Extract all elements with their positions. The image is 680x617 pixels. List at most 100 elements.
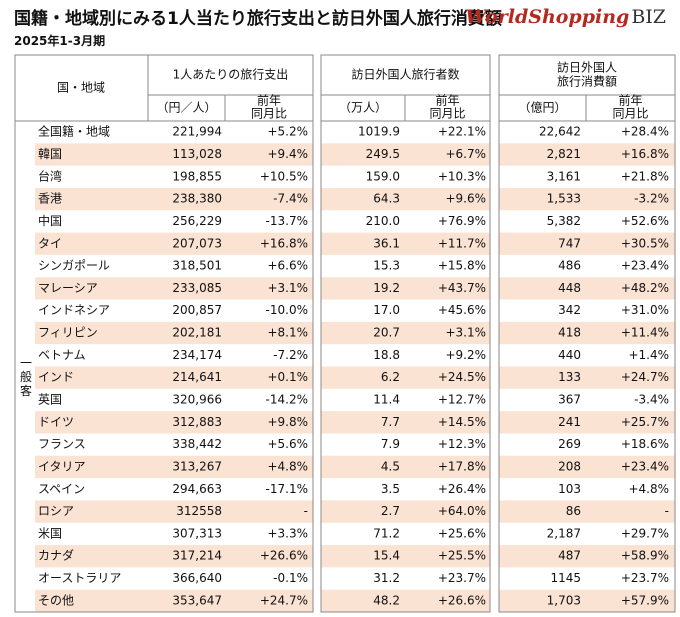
cell: - xyxy=(304,504,308,518)
row-bg xyxy=(35,187,313,211)
cell: 198,855 xyxy=(172,169,222,183)
cell: 486 xyxy=(558,259,581,273)
cell: 487 xyxy=(558,549,581,563)
row-bg xyxy=(321,143,490,166)
cell: 2,187 xyxy=(547,526,581,540)
cell: +16.8% xyxy=(260,236,308,250)
cell: 11.4 xyxy=(373,392,400,406)
region-name: 中国 xyxy=(38,213,62,228)
cell: 86 xyxy=(566,504,581,518)
cell: 6.2 xyxy=(381,370,400,384)
cell: +26.6% xyxy=(438,593,486,607)
cell: 36.1 xyxy=(373,236,400,250)
panel-border xyxy=(14,54,314,613)
row-bg xyxy=(499,187,675,211)
region-name: タイ xyxy=(38,236,62,250)
cell: -14.2% xyxy=(266,392,308,406)
cell: +23.7% xyxy=(438,571,486,585)
region-name: カナダ xyxy=(38,548,74,563)
cell: 15.4 xyxy=(373,549,400,563)
cell: -13.7% xyxy=(266,214,308,228)
unit-label: （万人） xyxy=(339,101,387,115)
cell: 20.7 xyxy=(373,326,400,340)
logo-main: WorldShopping xyxy=(465,6,630,28)
cell: +24.5% xyxy=(438,370,486,384)
row-bg xyxy=(321,545,490,568)
cell: +21.8% xyxy=(621,169,669,183)
region-name: フランス xyxy=(38,437,86,451)
cell: +24.7% xyxy=(260,593,308,607)
panel-border xyxy=(498,54,676,613)
region-name: オーストラリア xyxy=(38,571,121,585)
cell: 31.2 xyxy=(373,571,400,585)
cell: 312,883 xyxy=(172,415,222,429)
cell: +12.3% xyxy=(438,437,486,451)
subtitle: 2025年1-3月期 xyxy=(14,34,106,48)
cell: +16.8% xyxy=(621,147,669,161)
cell: 747 xyxy=(558,236,581,250)
cell: 307,313 xyxy=(172,526,222,540)
cell: 320,966 xyxy=(172,392,222,406)
region-name: インド xyxy=(38,370,74,384)
cell: +9.2% xyxy=(445,348,486,362)
row-bg xyxy=(35,500,313,523)
cell: 7.9 xyxy=(381,437,400,451)
unit-label: （円／人） xyxy=(156,101,216,115)
region-name: 台湾 xyxy=(38,168,62,183)
region-name: インドネシア xyxy=(38,303,110,317)
cell: +9.6% xyxy=(445,192,486,206)
cell: 15.3 xyxy=(373,259,400,273)
cell: +4.8% xyxy=(628,482,669,496)
cell: 1,533 xyxy=(547,192,581,206)
cell: +3.1% xyxy=(267,281,308,295)
cell: 342 xyxy=(558,303,581,317)
cell: 1145 xyxy=(550,571,581,585)
row-bg xyxy=(35,143,313,166)
cell: 71.2 xyxy=(373,526,400,540)
change-label: 前年 xyxy=(618,93,642,108)
cell: +25.5% xyxy=(438,549,486,563)
row-bg xyxy=(499,366,675,389)
cell: +11.7% xyxy=(438,236,486,250)
cell: 440 xyxy=(558,348,581,362)
cell: -3.2% xyxy=(634,192,669,206)
cell: -10.0% xyxy=(266,303,308,317)
cell: - xyxy=(665,504,669,518)
segment-label: 一般客 xyxy=(19,357,33,399)
row-bg xyxy=(35,545,313,568)
row-bg xyxy=(321,411,490,434)
cell: 214,641 xyxy=(172,370,222,384)
logo: WorldShopping BIZ xyxy=(465,6,666,28)
cell: +6.7% xyxy=(445,147,486,161)
row-bg xyxy=(499,143,675,166)
cell: +30.5% xyxy=(621,236,669,250)
row-bg xyxy=(321,455,490,479)
cell: -0.1% xyxy=(273,571,308,585)
cell: 317,214 xyxy=(172,549,222,563)
cell: 294,663 xyxy=(172,482,222,496)
unit-label: （億円） xyxy=(518,101,566,115)
cell: +4.8% xyxy=(267,459,308,473)
region-name: 香港 xyxy=(38,192,62,206)
row-bg xyxy=(499,321,675,345)
cell: 366,640 xyxy=(172,571,222,585)
cell: -7.4% xyxy=(273,192,308,206)
region-name: シンガポール xyxy=(38,259,110,273)
cell: 418 xyxy=(558,326,581,340)
row-bg xyxy=(499,500,675,523)
cell: +5.2% xyxy=(267,125,308,139)
cell: 2.7 xyxy=(381,504,400,518)
cell: 338,442 xyxy=(172,437,222,451)
cell: +52.6% xyxy=(621,214,669,228)
cell: 367 xyxy=(558,392,581,406)
row-bg xyxy=(35,232,313,255)
cell: 313,267 xyxy=(172,459,222,473)
title: 国籍・地域別にみる1人当たり旅行支出と訪日外国人旅行消費額 xyxy=(14,9,502,29)
cell: +43.7% xyxy=(438,281,486,295)
change-label: 同月比 xyxy=(612,107,648,121)
region-name: その他 xyxy=(38,593,74,607)
cell: 103 xyxy=(558,482,581,496)
group-title: 訪日外国人旅行者数 xyxy=(351,67,459,82)
cell: +14.5% xyxy=(438,415,486,429)
